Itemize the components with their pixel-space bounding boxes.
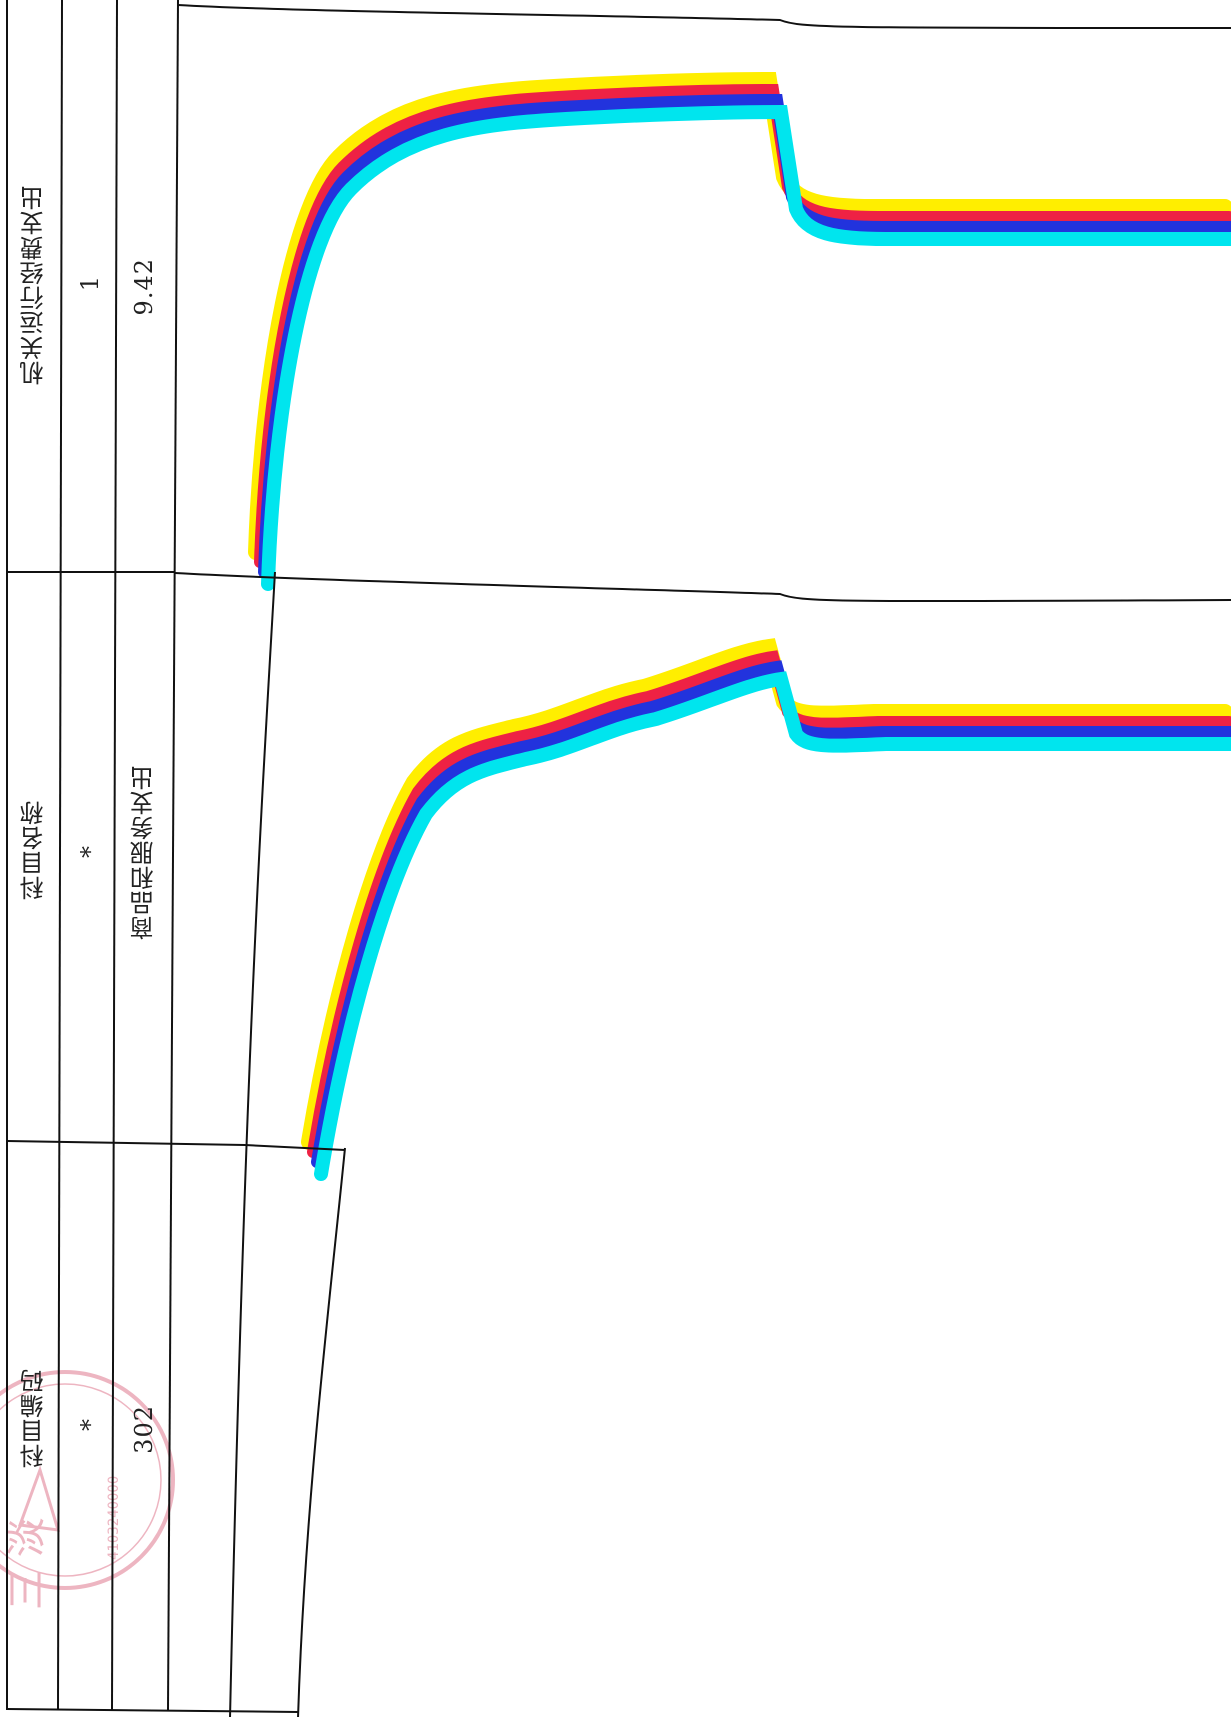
distorted-top-edge bbox=[177, 4, 1231, 29]
scan-artifact-band-upper bbox=[248, 71, 1231, 591]
placeholder-name: * bbox=[76, 845, 104, 858]
table-border-bottom bbox=[6, 1708, 299, 1713]
distorted-middle-edge bbox=[174, 572, 1231, 603]
column-divider-3 bbox=[167, 0, 179, 1711]
placeholder-amount: 1 bbox=[76, 275, 104, 292]
seal-number: 4103240000 bbox=[106, 1476, 122, 1560]
row-divider-2 bbox=[6, 1140, 246, 1146]
distorted-column-edge-1 bbox=[229, 571, 276, 1717]
scan-artifact-band-lower bbox=[301, 638, 1231, 1181]
table-grid bbox=[6, 0, 1231, 1717]
header-code: 科目编码 bbox=[20, 1368, 48, 1468]
header-amount: 机关运行经费支出 bbox=[20, 185, 48, 385]
column-divider-2 bbox=[111, 0, 118, 1711]
official-seal: 4103240000 三 淡 bbox=[0, 1370, 175, 1610]
row-amount: 9.42 bbox=[130, 258, 158, 316]
seal-chars: 三 淡 bbox=[4, 1517, 50, 1610]
row-name: 商品和服务支出 bbox=[130, 765, 158, 940]
header-name: 科目名称 bbox=[20, 800, 48, 900]
row-code: 302 bbox=[130, 1405, 158, 1454]
column-divider-1 bbox=[57, 0, 63, 1711]
row-divider-2-ext bbox=[244, 1144, 346, 1151]
distorted-column-edge-2 bbox=[297, 1147, 346, 1717]
placeholder-code: * bbox=[76, 1418, 104, 1431]
